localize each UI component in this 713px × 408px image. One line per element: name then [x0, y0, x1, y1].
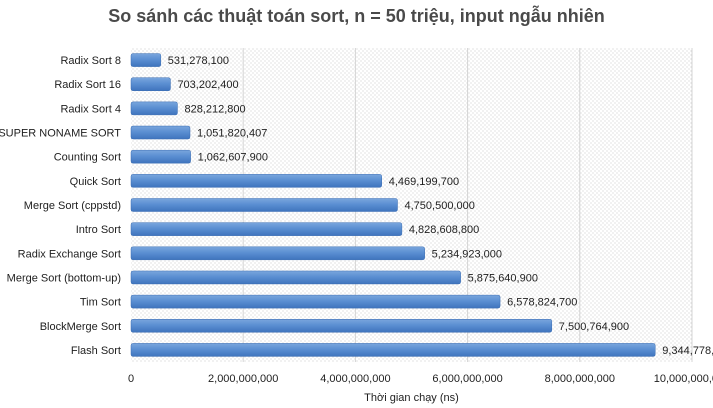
category-label: BlockMerge Sort [40, 321, 121, 333]
category-label: Radix Sort 16 [54, 79, 121, 91]
bar [130, 246, 425, 261]
value-label: 5,234,923,000 [432, 248, 502, 260]
value-label: 1,062,607,900 [198, 152, 268, 164]
bar [130, 319, 553, 333]
x-tick-label: 0 [128, 373, 134, 385]
value-label: 4,828,608,800 [409, 224, 479, 236]
bar [130, 101, 178, 116]
x-axis-title: Thời gian chạy (ns) [364, 392, 459, 404]
x-tick-label: 10,000,000,000 [654, 373, 713, 385]
value-labels: 531,278,100 703,202,400 828,212,800 1,051,8… [168, 55, 713, 357]
value-label: 703,202,400 [177, 79, 238, 91]
value-label: 5,875,640,900 [468, 272, 538, 284]
category-label: Tim Sort [80, 297, 121, 309]
value-label: 7,500,764,900 [559, 321, 629, 333]
bar [130, 174, 382, 188]
bar [130, 294, 501, 309]
value-label: 4,750,500,000 [405, 200, 475, 212]
category-label: Merge Sort (cppstd) [24, 200, 121, 212]
bar [130, 222, 403, 236]
x-tick-label: 6,000,000,000 [432, 373, 502, 385]
value-label: 1,051,820,407 [197, 128, 267, 140]
bars [130, 53, 656, 357]
category-label: Counting Sort [54, 152, 121, 164]
bar [130, 149, 191, 164]
category-label: SUPER NONAME SORT [0, 128, 121, 140]
value-label: 4,469,199,700 [389, 176, 459, 188]
category-label: Flash Sort [71, 345, 121, 357]
bar [130, 53, 162, 67]
x-axis-ticks: 0 2,000,000,000 4,000,000,000 6,000,000,000… [128, 373, 713, 385]
x-tick-label: 2,000,000,000 [208, 373, 278, 385]
bar [130, 125, 191, 140]
value-label: 828,212,800 [184, 103, 245, 115]
x-tick-label: 4,000,000,000 [320, 373, 390, 385]
bar [130, 343, 656, 357]
category-label: Quick Sort [70, 176, 121, 188]
category-label: Merge Sort (bottom-up) [7, 272, 121, 284]
x-tick-label: 8,000,000,000 [545, 373, 615, 385]
bar [130, 77, 171, 91]
category-label: Radix Exchange Sort [18, 248, 121, 260]
bar [130, 198, 398, 212]
value-label: 9,344,778,700 [662, 345, 713, 357]
value-label: 531,278,100 [168, 55, 229, 67]
chart-title: So sánh các thuật toán sort, n = 50 triệ… [108, 6, 605, 26]
category-label: Radix Sort 8 [60, 55, 121, 67]
category-labels: Radix Sort 8 Radix Sort 16 Radix Sort 4 SUP… [0, 55, 121, 357]
value-label: 6,578,824,700 [507, 297, 577, 309]
bar [130, 270, 461, 285]
category-label: Intro Sort [76, 224, 121, 236]
category-label: Radix Sort 4 [60, 103, 121, 115]
